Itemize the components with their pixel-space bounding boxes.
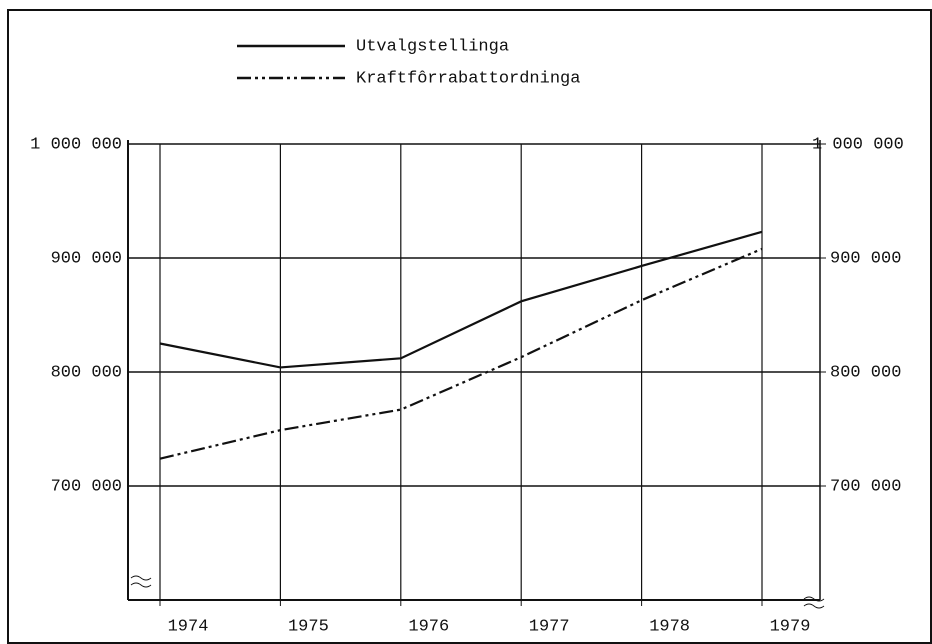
y-tick-label: 900 000 — [51, 249, 122, 268]
y-tick-label: 800 000 — [51, 363, 122, 382]
axes — [127, 140, 820, 601]
y-tick-label: 1 000 000 — [30, 135, 122, 154]
legend-label: Kraftfôrrabattordninga — [356, 69, 580, 88]
axis-break — [803, 596, 825, 609]
y2-tick-label: 900 000 — [830, 249, 901, 268]
x-tick-label: 1976 — [408, 617, 449, 636]
x-tick-label: 1975 — [288, 617, 329, 636]
frame — [7, 9, 932, 644]
legend-label: Utvalgstellinga — [356, 37, 509, 56]
x-tick-label: 1979 — [770, 617, 811, 636]
y2-tick-label: 700 000 — [830, 477, 901, 496]
x-tick-label: 1977 — [529, 617, 570, 636]
y2-tick-label: 800 000 — [830, 363, 901, 382]
x-tick-label: 1974 — [168, 617, 209, 636]
y2-tick-label: 1 000 000 — [812, 135, 904, 154]
x-tick-label: 1978 — [649, 617, 690, 636]
axis-break — [130, 575, 152, 588]
series-line — [159, 230, 763, 369]
y-tick-label: 700 000 — [51, 477, 122, 496]
series-line — [159, 247, 763, 460]
